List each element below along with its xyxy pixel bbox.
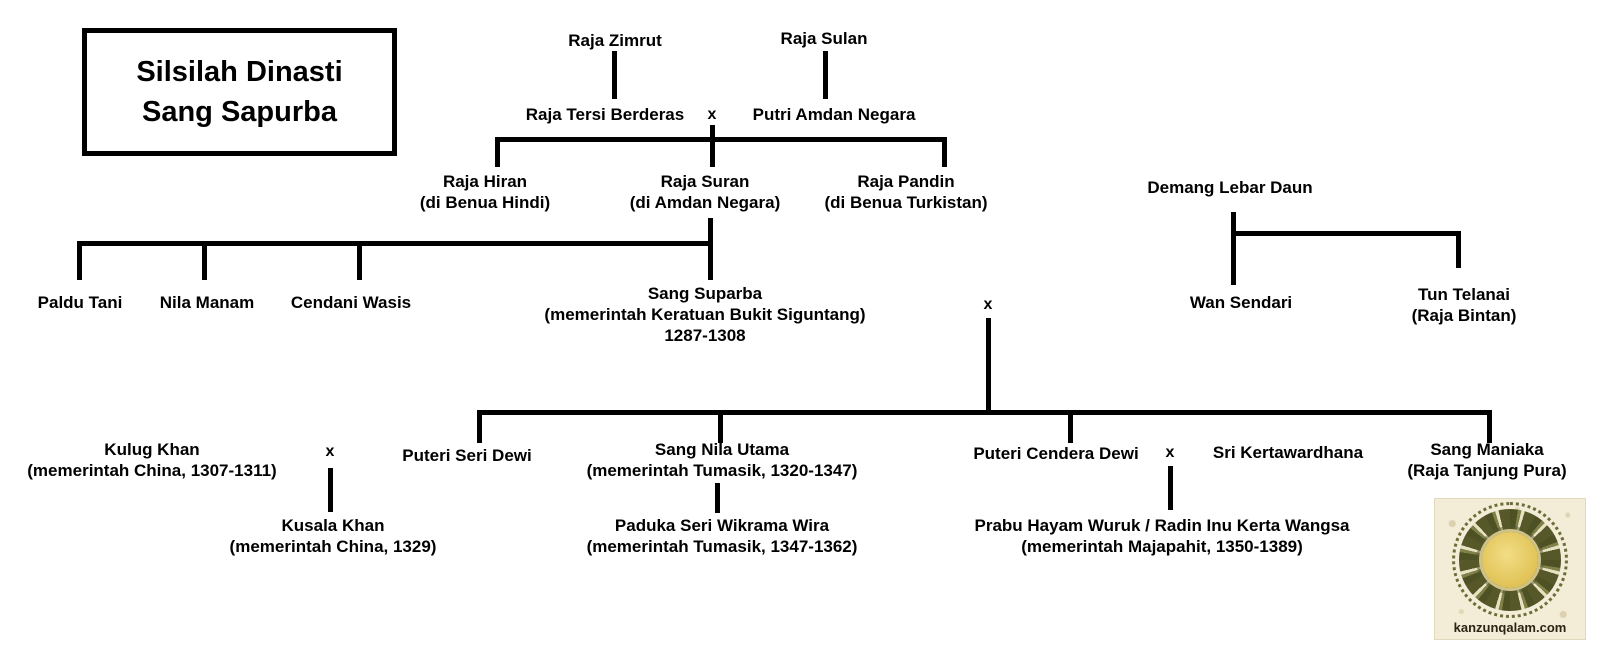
node-note: (memerintah Majapahit, 1350-1389) [1021,537,1303,556]
kanzunqalam-logo: kanzunqalam.com [1434,498,1586,640]
connector-line [1487,410,1492,443]
node-label: Paldu Tani [37,293,123,312]
connector-line [1068,410,1073,443]
node-wan-sendari: Wan Sendari [1190,292,1292,313]
node-label: Sang Nila Utama [654,440,790,459]
node-label: Tun Telanai [1418,285,1510,304]
node-sang-nila-utama: Sang Nila Utama (memerintah Tumasik, 132… [587,439,858,481]
node-label: Prabu Hayam Wuruk / Radin Inu Kerta Wang… [974,516,1350,535]
node-note: (di Benua Hindi) [419,193,551,212]
node-label: Putri Amdan Negara [752,105,916,124]
node-putri-amdan-negara: Putri Amdan Negara [753,104,916,125]
node-prabu-hayam-wuruk: Prabu Hayam Wuruk / Radin Inu Kerta Wang… [974,515,1349,557]
node-label: Paduka Seri Wikrama Wira [614,516,830,535]
title-line-1: Silsilah Dinasti [136,56,343,88]
connector-line [77,241,713,246]
node-label: Raja Pandin [857,172,955,191]
connector-line [1168,466,1173,510]
node-puteri-seri-dewi: Puteri Seri Dewi [402,445,531,466]
node-label: Sang Maniaka [1430,440,1544,459]
node-paduka-seri-wikrama-wira: Paduka Seri Wikrama Wira (memerintah Tum… [587,515,858,557]
connector-line [715,483,720,513]
node-kusala-khan: Kusala Khan (memerintah China, 1329) [230,515,437,557]
node-sang-suparba: Sang Suparba (memerintah Keratuan Bukit … [544,283,865,346]
node-label: Raja Zimrut [568,31,662,50]
connector-line [202,241,207,280]
connector-line [710,125,715,167]
connector-line [942,137,947,167]
node-label: Raja Tersi Berderas [525,105,685,124]
node-label: Raja Sulan [780,29,868,48]
connector-line [1231,212,1236,285]
node-label: Cendani Wasis [290,293,412,312]
connector-line [477,410,482,443]
node-label: Raja Suran [660,172,750,191]
node-note: (di Benua Turkistan) [824,193,988,212]
node-label: Kulug Khan [104,440,200,459]
node-label: Demang Lebar Daun [1147,178,1313,197]
node-raja-suran: Raja Suran (di Amdan Negara) [630,171,781,213]
node-nila-manam: Nila Manam [160,292,254,313]
node-note: (Raja Tanjung Pura) [1407,461,1567,480]
node-label: Puteri Cendera Dewi [973,444,1139,463]
node-sri-kertawardhana: Sri Kertawardhana [1213,442,1363,463]
connector-line [718,410,723,443]
node-note: (memerintah Tumasik, 1347-1362) [586,537,858,556]
node-note: (memerintah Tumasik, 1320-1347) [586,461,858,480]
connector-line [495,137,500,167]
connector-line [477,410,1492,415]
marriage-x-marker-3: x [325,443,335,460]
node-label: Wan Sendari [1189,293,1293,312]
node-sang-maniaka: Sang Maniaka (Raja Tanjung Pura) [1407,439,1566,481]
connector-line [357,241,362,280]
node-years: 1287-1308 [664,326,746,345]
node-label: Sri Kertawardhana [1212,443,1364,462]
node-label: Raja Hiran [442,172,528,191]
node-tun-telanai: Tun Telanai (Raja Bintan) [1412,284,1517,326]
connector-line [612,51,617,99]
logo-medallion-icon [1452,502,1568,619]
connector-line [495,137,947,142]
marriage-x-marker-2: x [983,296,993,313]
node-raja-pandin: Raja Pandin (di Benua Turkistan) [824,171,987,213]
connector-line [1231,231,1461,236]
logo-center-circle [1482,532,1538,589]
title-box: Silsilah Dinasti Sang Sapurba [82,28,397,156]
node-note: (di Amdan Negara) [629,193,781,212]
node-puteri-cendera-dewi: Puteri Cendera Dewi [973,443,1138,464]
node-raja-hiran: Raja Hiran (di Benua Hindi) [420,171,550,213]
node-raja-tersi-berderas: Raja Tersi Berderas [526,104,684,125]
node-note: (Raja Bintan) [1411,306,1517,325]
node-paldu-tani: Paldu Tani [38,292,123,313]
node-label: Nila Manam [159,293,255,312]
connector-line [77,241,82,280]
node-demang-lebar-daun: Demang Lebar Daun [1147,177,1312,198]
node-cendani-wasis: Cendani Wasis [291,292,411,313]
node-label: Sang Suparba [647,284,763,303]
node-label: Puteri Seri Dewi [402,446,532,465]
logo-watermark-text: kanzunqalam.com [1453,620,1567,635]
marriage-x-marker-4: x [1165,444,1175,461]
node-note: (memerintah China, 1307-1311) [27,461,277,480]
node-raja-sulan: Raja Sulan [781,28,868,49]
node-note: (memerintah Keratuan Bukit Siguntang) [544,305,866,324]
node-label: Kusala Khan [281,516,385,535]
node-note: (memerintah China, 1329) [229,537,437,556]
connector-line [986,318,991,414]
title-line-2: Sang Sapurba [142,96,337,128]
node-kulug-khan: Kulug Khan (memerintah China, 1307-1311) [27,439,276,481]
connector-line [1456,231,1461,268]
connector-line [823,51,828,99]
connector-line [328,468,333,512]
node-raja-zimrut: Raja Zimrut [568,30,662,51]
connector-line [708,218,713,280]
marriage-x-marker-1: x [707,106,717,123]
